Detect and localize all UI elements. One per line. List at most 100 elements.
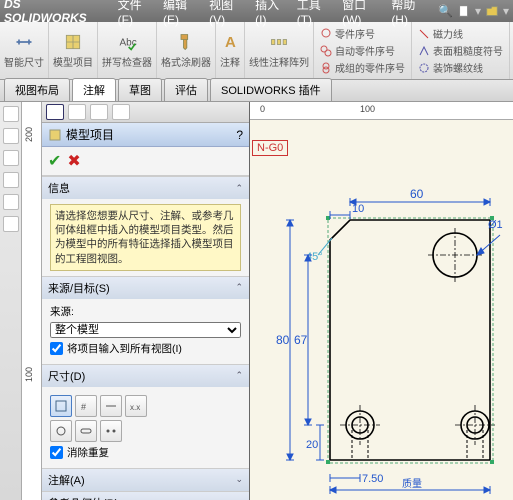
dim-750[interactable]: 7.50: [362, 473, 383, 485]
ribbon-label-modelitems: 模型项目: [53, 54, 93, 69]
source-select[interactable]: 整个模型: [50, 322, 241, 338]
smart-dimension-icon: [14, 32, 34, 52]
section-info-header[interactable]: 信息⌃: [42, 177, 249, 199]
svg-text:#: #: [81, 402, 86, 412]
dim-type-pattern[interactable]: [100, 420, 122, 442]
tool-view3[interactable]: [3, 216, 19, 232]
panel-tab-feature[interactable]: [46, 104, 64, 120]
magline-icon: [418, 28, 430, 40]
menu-search-icon[interactable]: 🔍: [438, 4, 453, 18]
panel-title-bar: 模型项目 ?: [42, 123, 249, 147]
section-annotation-header[interactable]: 注解(A)⌄: [42, 469, 249, 491]
tool-zoom[interactable]: [3, 128, 19, 144]
eliminate-duplicate-checkbox[interactable]: 消除重复: [50, 445, 241, 460]
ribbon-note[interactable]: A 注释: [216, 22, 245, 79]
ribbon-magline[interactable]: 磁力线: [418, 26, 503, 41]
chevron-icon: ⌄: [235, 474, 243, 485]
dropdown-icon[interactable]: ▾: [475, 4, 481, 18]
format-painter-icon: [176, 32, 196, 52]
panel-title: 模型项目: [66, 126, 114, 143]
ribbon-balloon-col: 零件序号 自动零件序号 成组的零件序号: [314, 22, 412, 79]
drawing-canvas[interactable]: 0 100 N-G0: [250, 102, 513, 500]
ribbon-format-painter[interactable]: 格式涂刷器: [157, 22, 216, 79]
balloon-icon: [320, 28, 332, 40]
ribbon-symbol-col: 磁力线 表面粗糙度符号 装饰螺纹线: [412, 22, 510, 79]
model-items-icon: [63, 32, 83, 52]
dim-type-tol[interactable]: x.x: [125, 395, 147, 417]
dim-type-hole[interactable]: [50, 420, 72, 442]
open-icon[interactable]: [485, 4, 499, 18]
panel-tab-dim[interactable]: [112, 104, 130, 120]
source-label: 来源:: [50, 304, 241, 319]
panel-tab-property[interactable]: [68, 104, 86, 120]
ribbon-thread[interactable]: 装饰螺纹线: [418, 60, 503, 75]
stack-balloon-icon: [320, 62, 332, 74]
dim-type-marked[interactable]: [50, 395, 72, 417]
dim-67[interactable]: 67: [294, 333, 308, 347]
info-message: 请选择您想要从尺寸、注解、或参考几何体组框中插入的模型项目类型。然后为模型中的所…: [50, 204, 241, 271]
dim-type-not-marked[interactable]: [100, 395, 122, 417]
cancel-button[interactable]: ✖: [67, 151, 80, 171]
new-doc-icon[interactable]: [457, 4, 471, 18]
dim-bottom[interactable]: 质量: [402, 478, 422, 490]
tab-sketch[interactable]: 草图: [118, 78, 162, 101]
dim-dia[interactable]: Ø1: [488, 219, 503, 231]
ribbon: 智能尺寸 模型项目 Abc 拼写检查器 格式涂刷器 A 注释 线性注释阵列 零件…: [0, 22, 513, 80]
thread-icon: [418, 62, 430, 74]
import-all-views-checkbox[interactable]: 将项目输入到所有视图(I): [50, 341, 241, 356]
svg-text:A: A: [225, 34, 236, 51]
dim-type-slot[interactable]: [75, 420, 97, 442]
dim-60[interactable]: 60: [410, 187, 424, 201]
section-refgeom-header[interactable]: 参考几何体(R)⌄: [42, 492, 249, 500]
left-toolbar: [0, 102, 22, 500]
hruler-0: 0: [260, 104, 265, 114]
ribbon-label-spell: 拼写检查器: [102, 54, 152, 69]
autoballoon-icon: [320, 45, 332, 57]
ribbon-surffinish[interactable]: 表面粗糙度符号: [418, 43, 503, 58]
drawing-area[interactable]: N-G0: [250, 120, 513, 500]
tool-select[interactable]: [3, 106, 19, 122]
chevron-icon: ⌃: [235, 282, 243, 293]
dim-20[interactable]: 20: [306, 439, 318, 451]
note-icon: A: [220, 32, 240, 52]
svg-text:x.x: x.x: [130, 403, 140, 412]
surffinish-icon: [418, 45, 430, 57]
tool-view2[interactable]: [3, 194, 19, 210]
dim-80[interactable]: 80: [276, 333, 290, 347]
panel-title-icon: [48, 128, 62, 142]
ribbon-smart-dimension[interactable]: 智能尺寸: [0, 22, 49, 79]
ribbon-label-linpat: 线性注释阵列: [249, 54, 309, 69]
ribbon-label-smartdim: 智能尺寸: [4, 54, 44, 69]
tool-pan[interactable]: [3, 150, 19, 166]
panel-tab-config[interactable]: [90, 104, 108, 120]
linear-pattern-icon: [269, 32, 289, 52]
chevron-icon: ⌃: [235, 370, 243, 381]
dropdown2-icon[interactable]: ▾: [503, 4, 509, 18]
dim-10[interactable]: 10: [352, 203, 364, 215]
ribbon-stackballoon[interactable]: 成组的零件序号: [320, 60, 405, 75]
panel-confirm-row: ✔ ✖: [42, 147, 249, 176]
vruler-tick-100: 100: [24, 367, 34, 382]
panel-help-icon[interactable]: ?: [236, 128, 243, 142]
chevron-icon: ⌃: [235, 183, 243, 194]
drawing-svg: 60 10 Ø1 45° 80 67: [250, 120, 510, 500]
horizontal-ruler: 0 100: [250, 102, 513, 120]
ok-button[interactable]: ✔: [48, 151, 61, 171]
ribbon-autoballoon[interactable]: 自动零件序号: [320, 43, 405, 58]
ribbon-balloon[interactable]: 零件序号: [320, 26, 405, 41]
vruler-tick-200: 200: [24, 127, 34, 142]
spellcheck-icon: Abc: [117, 32, 137, 52]
tab-annotate[interactable]: 注解: [72, 78, 116, 101]
ribbon-linear-pattern[interactable]: 线性注释阵列: [245, 22, 314, 79]
tab-evaluate[interactable]: 评估: [164, 78, 208, 101]
vertical-ruler: 200 100: [22, 102, 42, 500]
ribbon-model-items[interactable]: 模型项目: [49, 22, 98, 79]
section-source-header[interactable]: 来源/目标(S)⌃: [42, 277, 249, 299]
ribbon-spellcheck[interactable]: Abc 拼写检查器: [98, 22, 157, 79]
tab-layout[interactable]: 视图布局: [4, 78, 70, 101]
panel-view-tabs: [42, 102, 249, 123]
tool-view1[interactable]: [3, 172, 19, 188]
section-dimension-header[interactable]: 尺寸(D)⌃: [42, 365, 249, 387]
dim-type-instance[interactable]: #: [75, 395, 97, 417]
tab-addins[interactable]: SOLIDWORKS 插件: [210, 78, 332, 101]
